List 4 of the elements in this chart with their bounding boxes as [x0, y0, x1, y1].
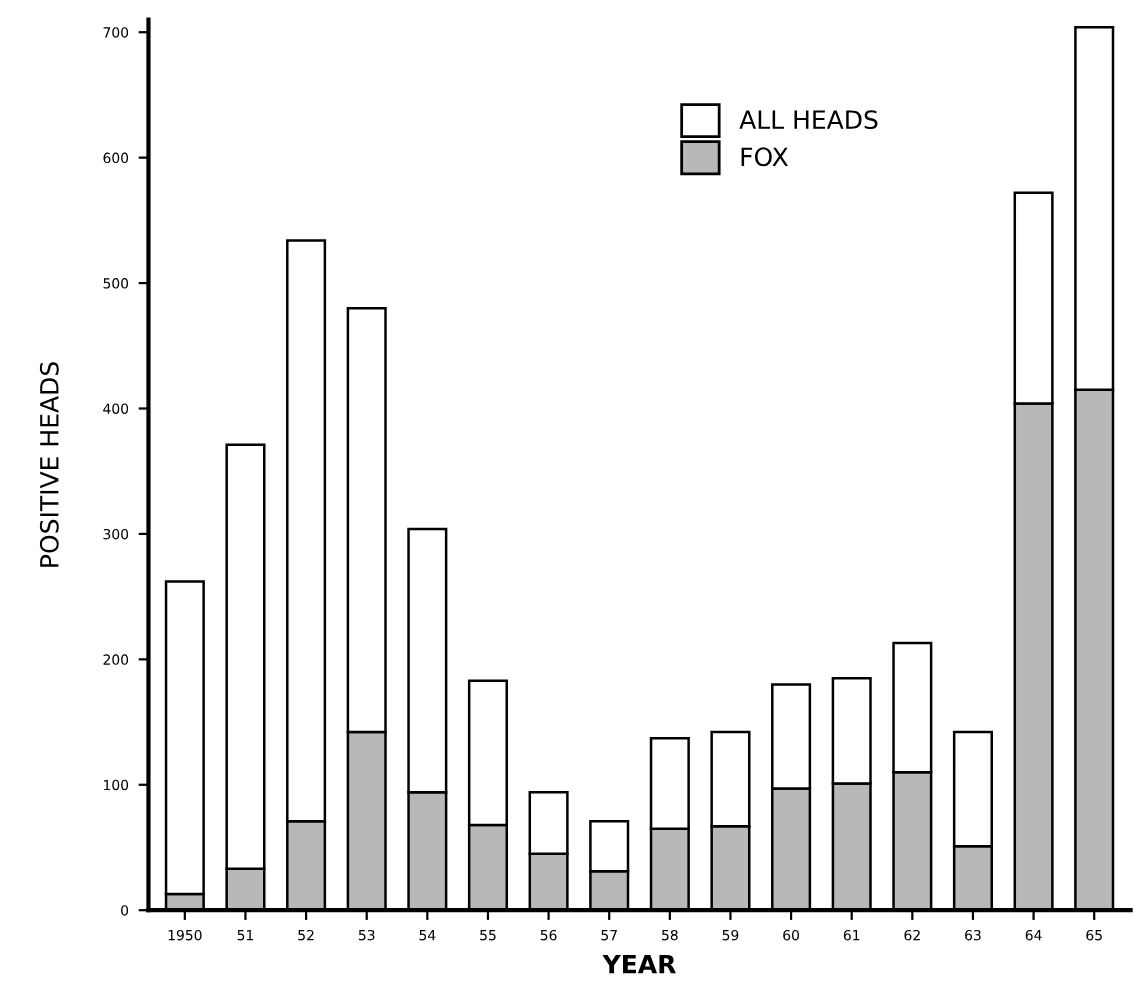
legend-label: FOX: [741, 147, 788, 167]
x-axis-title: YEAR: [602, 954, 676, 974]
y-axis-title: POSITIVE HEADS: [39, 362, 59, 567]
legend-label: ALL HEADS: [739, 110, 878, 130]
